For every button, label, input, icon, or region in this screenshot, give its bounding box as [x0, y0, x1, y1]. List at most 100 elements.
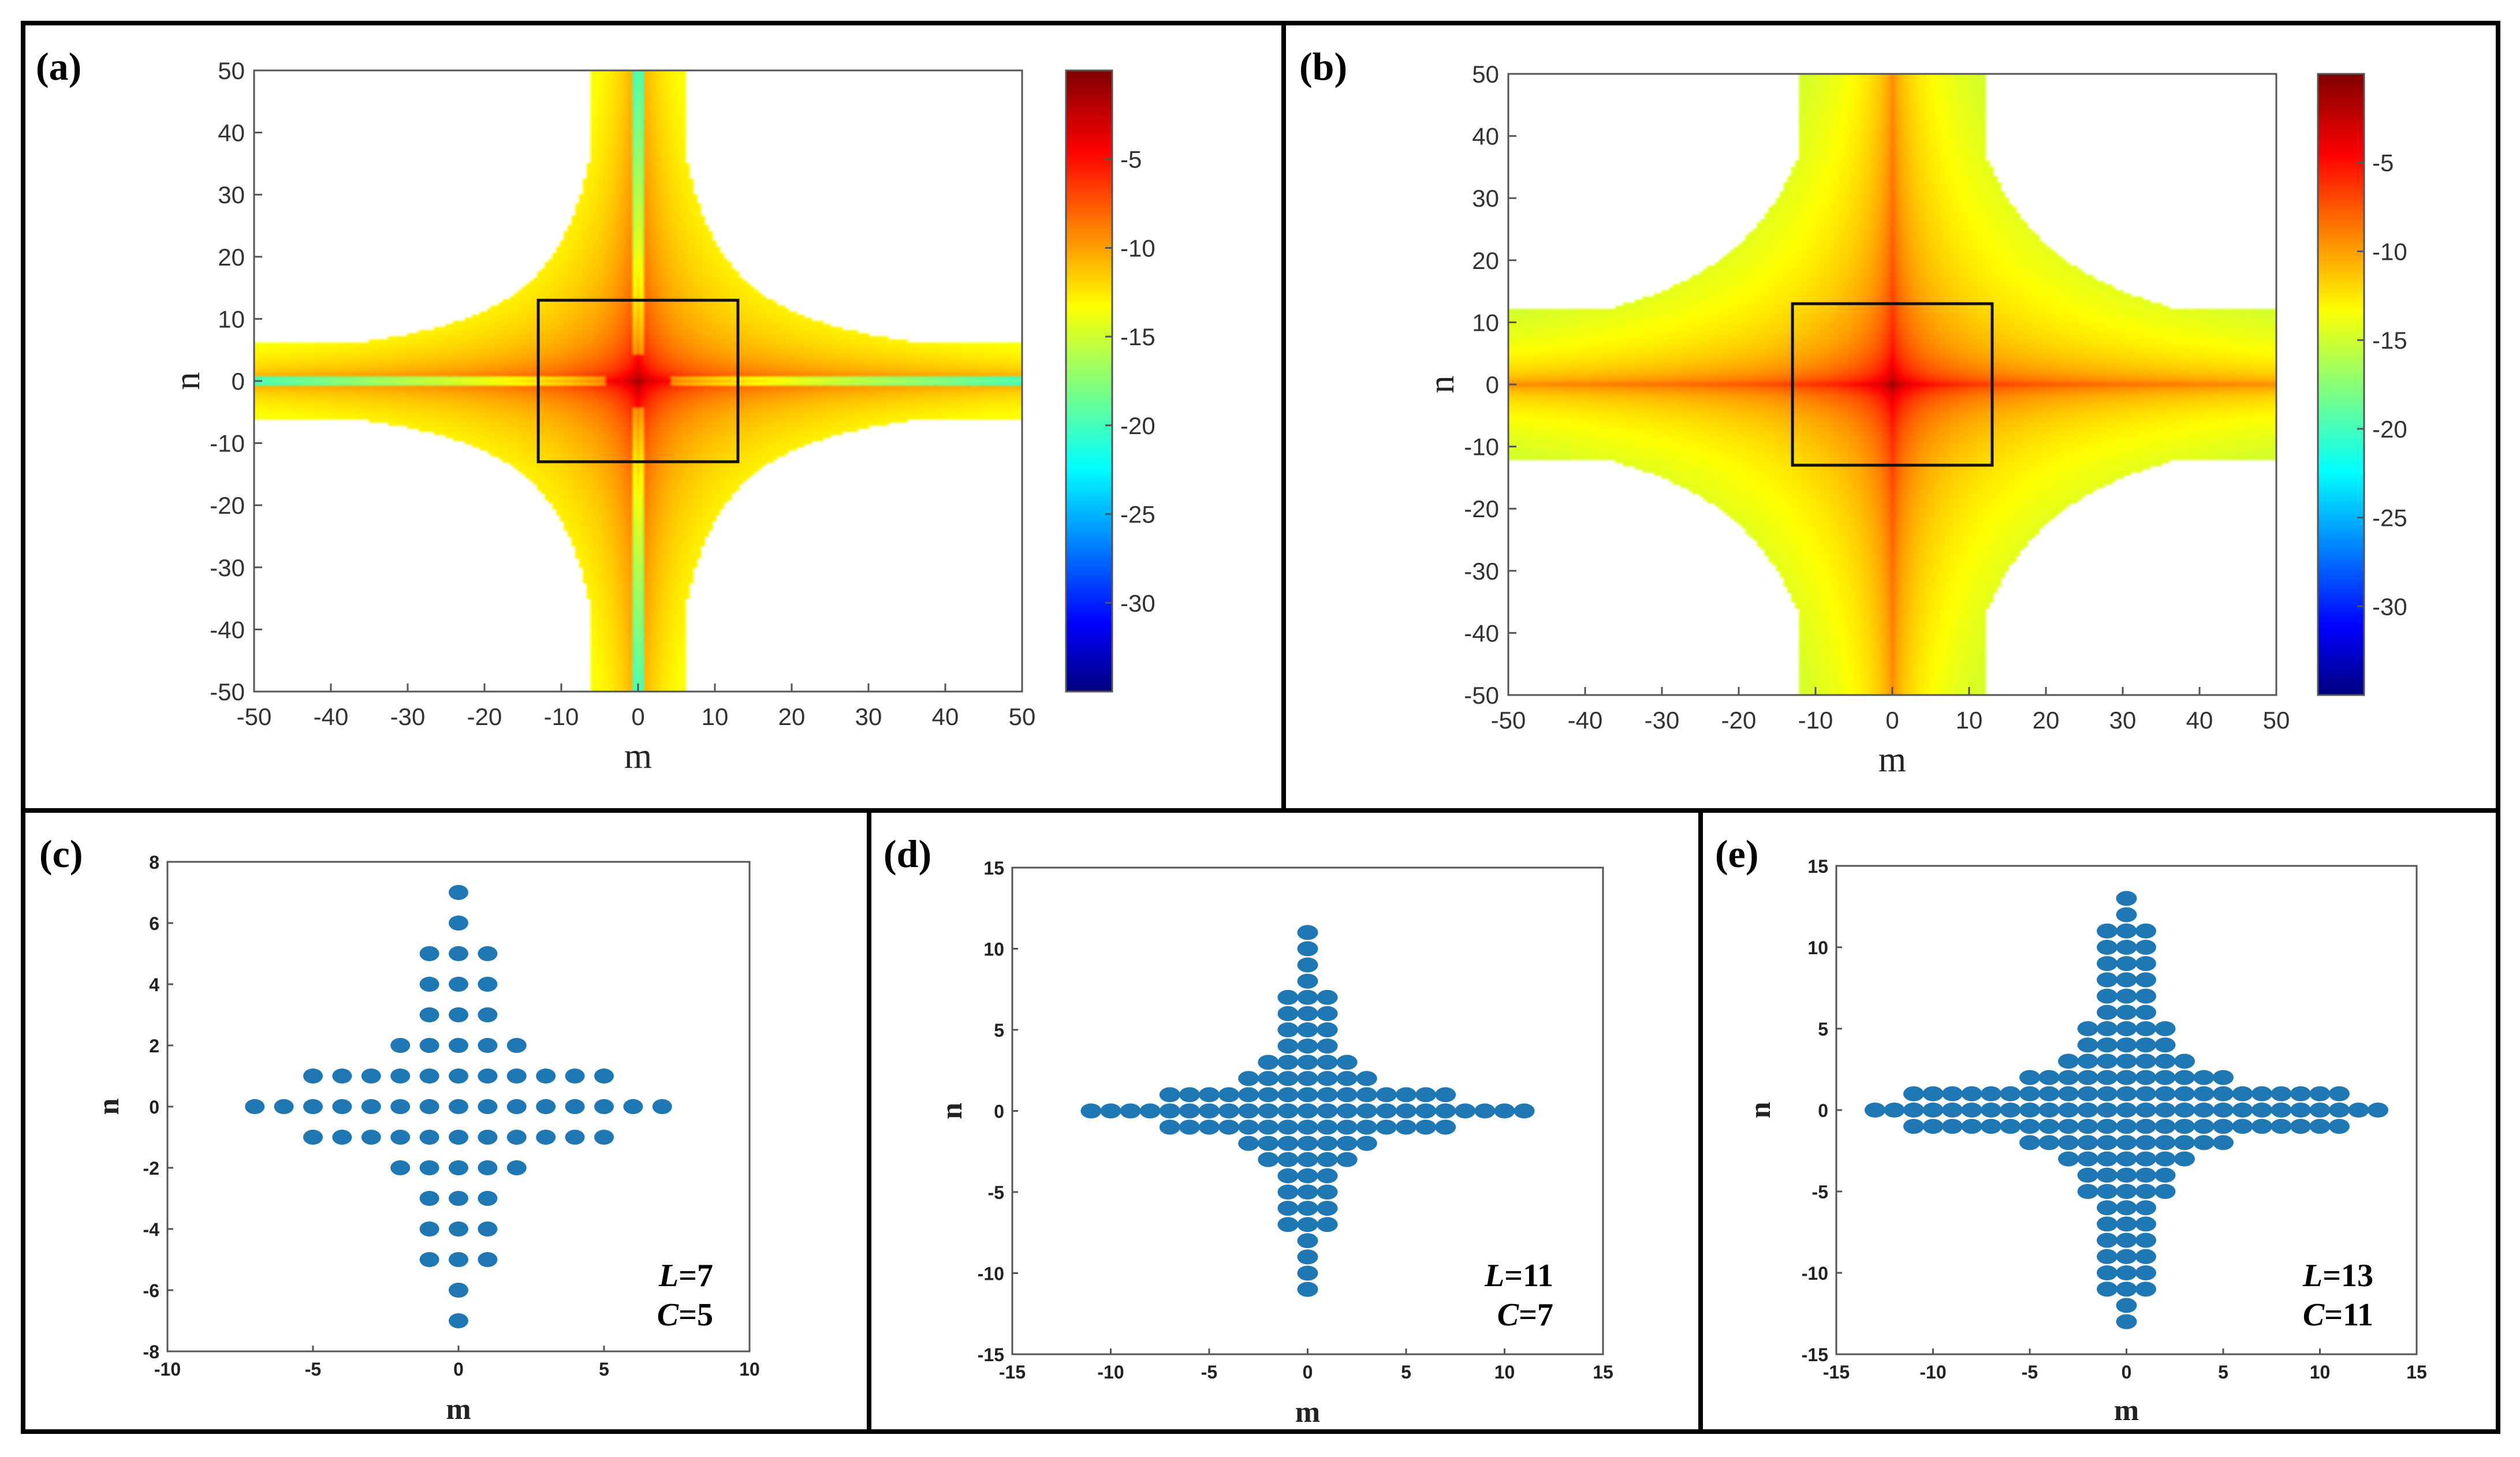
- lattice-point: [1080, 1103, 1102, 1119]
- lattice-point: [2019, 1135, 2040, 1150]
- lattice-point: [2058, 1103, 2079, 1118]
- x-tick-label: 10: [1494, 1362, 1515, 1383]
- lattice-point: [2116, 1053, 2137, 1069]
- lattice-point: [2077, 1184, 2098, 1199]
- lattice-point: [2309, 1086, 2331, 1101]
- lattice-point: [1297, 1152, 1318, 1167]
- lattice-point: [2097, 956, 2118, 972]
- lattice-point: [652, 1099, 672, 1114]
- lattice-point: [1474, 1103, 1496, 1119]
- lattice-point: [1297, 973, 1318, 989]
- lattice-point: [332, 1130, 352, 1145]
- lattice-point: [2368, 1103, 2388, 1118]
- lattice-point: [2135, 1167, 2156, 1183]
- lattice-point: [1375, 1087, 1397, 1103]
- lattice-point: [2135, 1265, 2156, 1280]
- lattice-point: [1981, 1119, 2001, 1134]
- lattice-point: [2135, 1053, 2156, 1069]
- y-tick-label: -8: [143, 1342, 159, 1362]
- lattice-point: [1179, 1087, 1200, 1103]
- lattice-point: [2000, 1119, 2021, 1134]
- lattice-point: [390, 1038, 411, 1053]
- lattice-point: [1317, 1152, 1338, 1167]
- lattice-point: [2193, 1103, 2215, 1118]
- lattice-point: [2213, 1119, 2234, 1134]
- lattice-point: [1375, 1119, 1397, 1135]
- lattice-point: [2116, 1086, 2137, 1101]
- y-tick-label: -20: [210, 492, 245, 519]
- lattice-point: [506, 1099, 527, 1114]
- lattice-point: [2154, 1119, 2176, 1134]
- colorbar-tick-label: -30: [2372, 593, 2407, 620]
- lattice-point: [1199, 1119, 1220, 1135]
- lattice-point: [2116, 1184, 2137, 1199]
- lattice-point: [2019, 1086, 2040, 1101]
- annotation-C-symbol: C: [657, 1297, 679, 1333]
- lattice-point: [623, 1099, 643, 1114]
- x-tick-label: -15: [999, 1362, 1026, 1383]
- y-tick-label: -5: [988, 1182, 1004, 1203]
- lattice-point: [1277, 1152, 1299, 1167]
- lattice-point: [1297, 1282, 1318, 1297]
- annotation-L: L=7: [658, 1258, 713, 1294]
- x-tick-label: -20: [467, 703, 502, 730]
- lattice-point: [1396, 1119, 1416, 1135]
- lattice-point: [2116, 923, 2137, 939]
- lattice-point: [2097, 923, 2118, 939]
- lattice-point: [2116, 1200, 2137, 1216]
- y-axis-label: n: [168, 372, 207, 390]
- lattice-point: [2116, 1232, 2137, 1248]
- zoom-box: [1791, 302, 1994, 467]
- lattice-point: [2251, 1103, 2272, 1118]
- lattice-point: [2058, 1135, 2079, 1150]
- lattice-point: [2232, 1119, 2253, 1134]
- lattice-point: [449, 1191, 468, 1206]
- lattice-point: [1961, 1103, 1982, 1118]
- lattice-point: [303, 1130, 323, 1145]
- lattice-point: [1356, 1071, 1377, 1086]
- lattice-point: [1238, 1135, 1259, 1151]
- y-tick-label: -4: [143, 1219, 160, 1240]
- lattice-point: [1297, 925, 1318, 940]
- lattice-point: [419, 1191, 439, 1206]
- lattice-point: [2116, 891, 2137, 906]
- heatmap-b: -50 -40 -30 -20 -10 0 10 20 30 40 50 50 40 30 20 10 0 -10…: [1422, 61, 2407, 779]
- lattice-point: [1336, 1103, 1358, 1119]
- x-tick-label: -5: [305, 1359, 321, 1380]
- lattice-point: [2154, 1070, 2176, 1085]
- lattice-point: [478, 1130, 498, 1145]
- panel-label-c: (c): [39, 832, 83, 876]
- lattice-point: [2290, 1119, 2311, 1134]
- lattice-point: [2097, 1053, 2118, 1069]
- lattice-point: [2135, 1103, 2156, 1118]
- lattice-point: [2213, 1135, 2234, 1150]
- lattice-point: [2019, 1119, 2040, 1134]
- y-tick-label: -5: [1812, 1182, 1828, 1202]
- lattice-point: [1297, 1087, 1318, 1103]
- lattice-point: [2038, 1070, 2060, 1085]
- y-tick-label: 30: [1472, 185, 1499, 212]
- lattice-point: [506, 1069, 527, 1084]
- lattice-point: [419, 1130, 439, 1145]
- lattice-point: [1942, 1103, 1963, 1118]
- y-axis-label: n: [935, 1103, 968, 1119]
- lattice-point: [1277, 1168, 1299, 1183]
- lattice-point: [2174, 1135, 2195, 1150]
- lattice-point: [2154, 1135, 2176, 1150]
- lattice-point: [2135, 1232, 2156, 1248]
- scatter-d: -15 -10 -5 0 5 10 15 15 10 5 0 -5 -10 -15 m n L=11C=7: [935, 858, 1613, 1429]
- lattice-point: [2135, 1282, 2156, 1297]
- lattice-point: [2097, 1086, 2118, 1101]
- lattice-point: [2097, 1021, 2118, 1036]
- lattice-point: [2019, 1070, 2040, 1085]
- lattice-point: [2348, 1103, 2369, 1118]
- lattice-point: [506, 1160, 527, 1175]
- lattice-point: [1297, 1168, 1318, 1183]
- y-tick-label: 0: [1486, 371, 1499, 398]
- x-tick-label: 5: [599, 1359, 609, 1380]
- y-axis-label: n: [1422, 376, 1462, 394]
- y-tick-label: -10: [1802, 1263, 1828, 1284]
- lattice-point: [478, 1221, 498, 1236]
- x-tick-label: 50: [1009, 703, 1036, 730]
- lattice-point: [1297, 957, 1318, 973]
